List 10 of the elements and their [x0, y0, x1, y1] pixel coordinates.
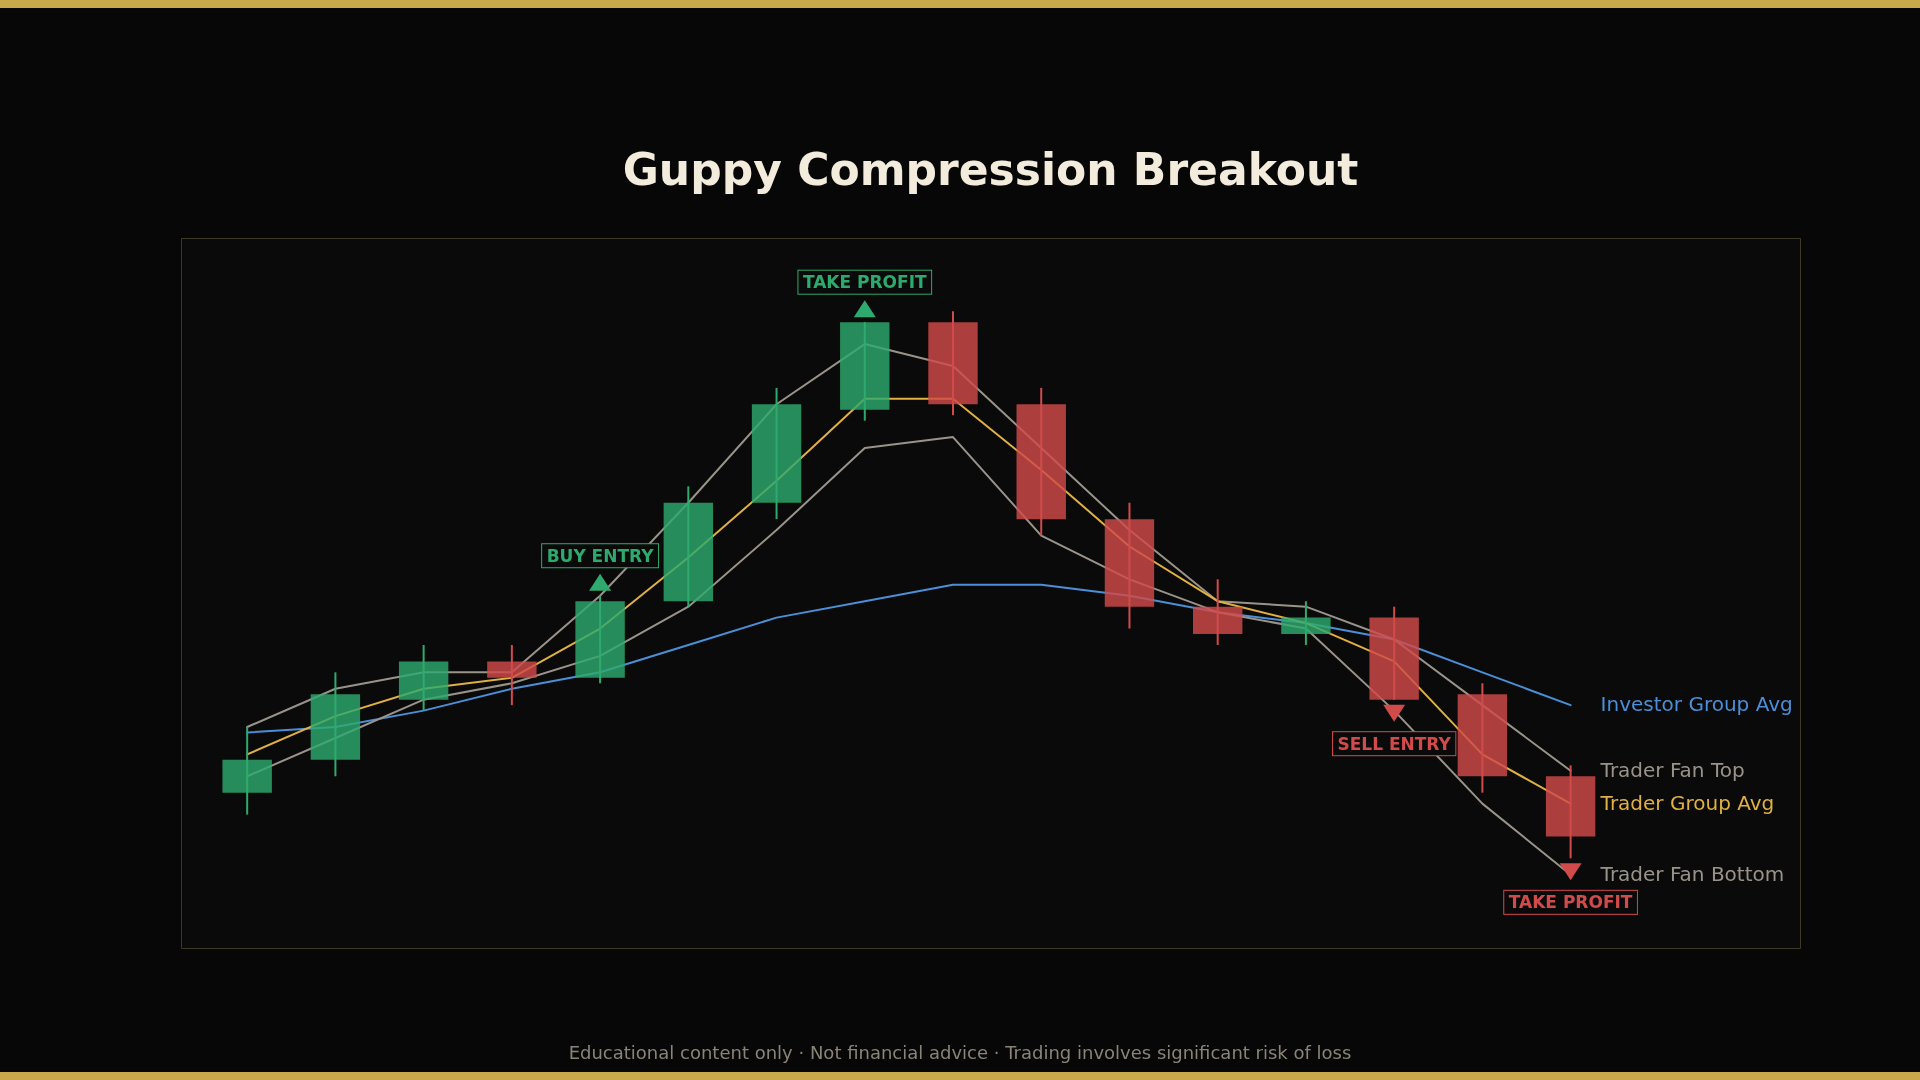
- series-label: Trader Group Avg: [1599, 790, 1775, 815]
- series-label: Investor Group Avg: [1600, 692, 1793, 717]
- text: Educational content only · Not financial advice · Trading involves significant risk of loss: [567, 1042, 1353, 1063]
- annotation: BUY ENTRY: [546, 545, 655, 566]
- annotation: TAKE PROFIT: [802, 272, 928, 293]
- chart-title: Guppy Compression Breakout: [622, 144, 1359, 195]
- series-label: Trader Fan Top: [1599, 757, 1745, 782]
- annotation: SELL ENTRY: [1337, 733, 1452, 754]
- legend-label: Trader Fan Bottom: [1599, 861, 1785, 886]
- annotation: TAKE PROFIT: [1508, 892, 1633, 913]
